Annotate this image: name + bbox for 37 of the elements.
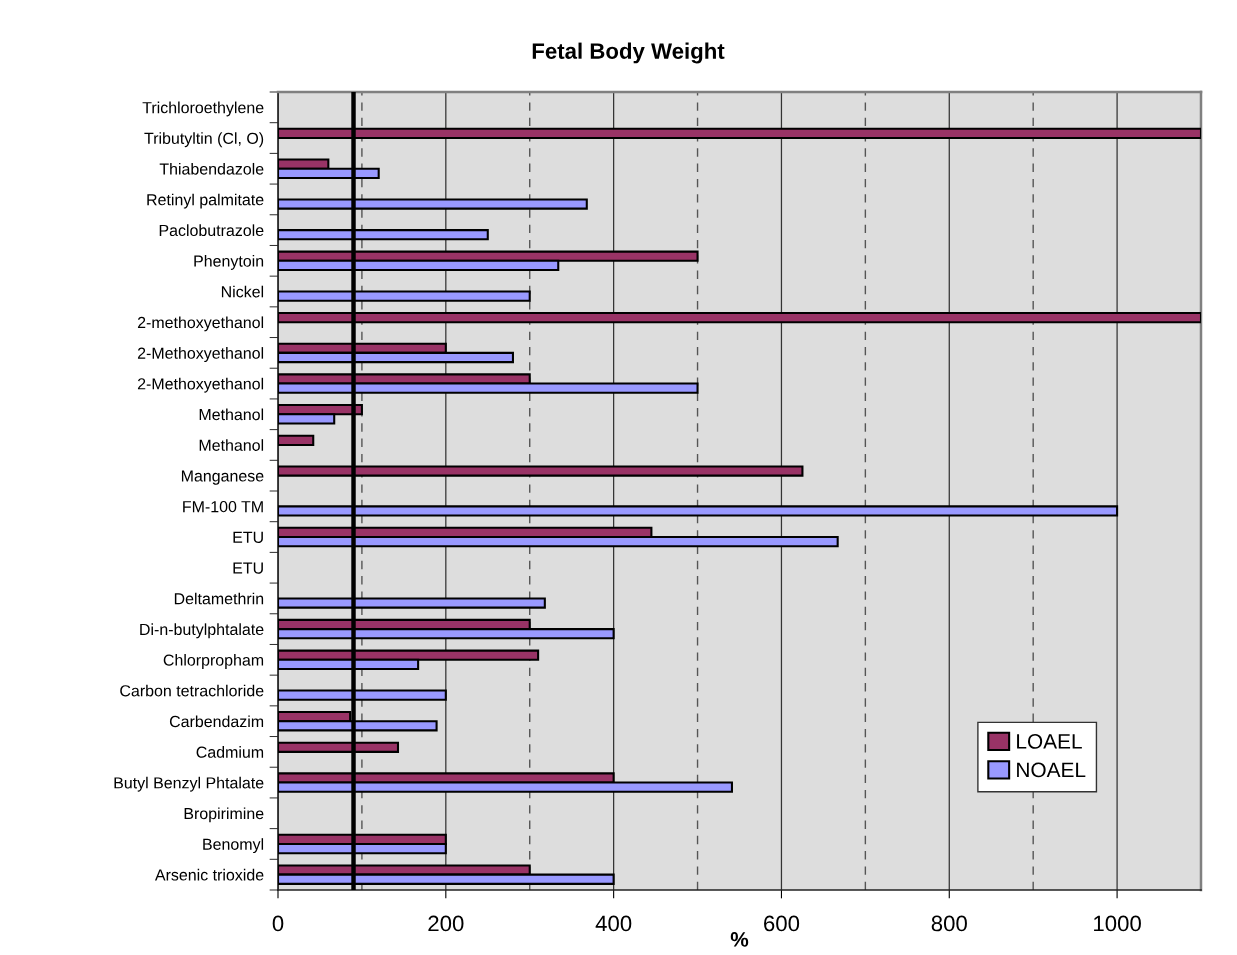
x-tick-label: 800 xyxy=(931,915,967,932)
y-tick-label: Retinyl palmitate xyxy=(147,193,264,209)
legend-label: NOAEL xyxy=(1017,762,1086,778)
x-tick-label: 200 xyxy=(428,915,464,932)
y-tick-label: Arsenic trioxide xyxy=(154,868,264,881)
y-tick-label: Methanol xyxy=(199,439,264,451)
y-tick-label: Bropirimine xyxy=(184,807,264,823)
y-tick-label: Thiabendazole xyxy=(159,162,264,175)
y-tick-label: Nickel xyxy=(221,285,264,298)
x-tick-label: 600 xyxy=(764,915,800,932)
x-axis-title: % xyxy=(730,932,749,947)
y-tick-label: Carbon tetrachloride xyxy=(120,684,264,697)
y-tick-label: Carbendazim xyxy=(169,715,264,728)
y-tick-label: Methanol xyxy=(199,408,264,421)
y-tick-label: Cadmium xyxy=(196,746,264,758)
x-tick-label: 0 xyxy=(272,915,284,932)
bar xyxy=(278,434,315,446)
y-tick-label: Butyl Benzyl Phtalate xyxy=(114,776,264,792)
y-tick-label: ETU xyxy=(233,562,263,574)
x-tick-label: 400 xyxy=(595,915,632,932)
x-tick-label: 1000 xyxy=(1094,915,1141,932)
legend-label: LOAEL xyxy=(1017,734,1082,749)
y-tick-label: 2-Methoxyethanol xyxy=(137,377,264,393)
chart-title: Fetal Body Weight xyxy=(532,42,725,64)
y-tick-label: Deltamethrin xyxy=(174,592,264,605)
y-tick-label: 2-methoxyethanol xyxy=(137,316,264,332)
y-tick-label: 2-Methoxyethanol xyxy=(137,347,264,362)
y-tick-label: FM-100 TM xyxy=(183,500,263,513)
y-tick-label: Phenytoin xyxy=(194,255,264,270)
y-tick-label: Manganese xyxy=(181,470,264,485)
y-tick-label: Chlorpropham xyxy=(163,654,264,669)
y-tick-label: Di-n-butylphtalate xyxy=(140,623,264,639)
y-tick-label: Benomyl xyxy=(203,838,264,854)
y-tick-label: Tributyltin (Cl, O) xyxy=(144,132,264,148)
y-tick-label: Trichloroethylene xyxy=(142,101,264,117)
y-tick-label: Paclobutrazole xyxy=(159,224,264,237)
y-tick-label: ETU xyxy=(233,531,263,543)
